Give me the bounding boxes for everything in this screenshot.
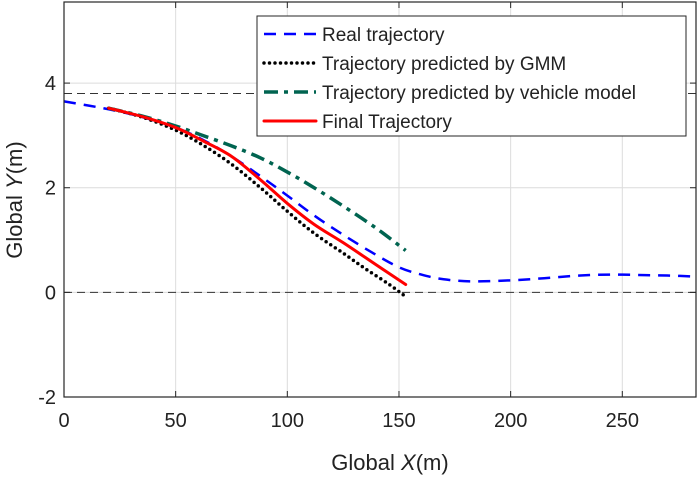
series-line-3 — [107, 106, 408, 287]
series-line-2 — [108, 106, 407, 252]
x-tick-label: 200 — [494, 410, 527, 432]
x-tick-label: 150 — [382, 410, 415, 432]
legend-label: Trajectory predicted by GMM — [322, 54, 566, 75]
x-axis-label: Global X(m) — [331, 450, 448, 475]
legend: Real trajectory Trajectory predicted by G… — [256, 15, 687, 137]
series-line-1 — [106, 106, 406, 297]
legend-box — [256, 15, 687, 137]
y-axis-label: Global Y(m) — [2, 141, 27, 258]
x-tick-label: 250 — [606, 410, 639, 432]
legend-label: Real trajectory — [322, 25, 445, 46]
legend-label: Trajectory predicted by vehicle model — [322, 83, 636, 104]
series-lines — [63, 100, 697, 297]
y-tick-label: -2 — [38, 387, 56, 409]
x-tick-labels: 0 50 100 150 200 250 — [58, 410, 639, 432]
legend-label: Final Trajectory — [322, 112, 452, 133]
axis-ticks — [63, 2, 696, 398]
plot-frame — [63, 1, 697, 398]
x-tick-label: 50 — [165, 410, 187, 432]
y-tick-label: 2 — [45, 178, 56, 200]
y-tick-labels: -2 0 2 4 — [38, 73, 56, 409]
x-tick-label: 100 — [271, 410, 304, 432]
y-tick-label: 4 — [45, 73, 56, 95]
y-tick-label: 0 — [45, 282, 56, 304]
x-tick-label: 0 — [58, 410, 69, 432]
